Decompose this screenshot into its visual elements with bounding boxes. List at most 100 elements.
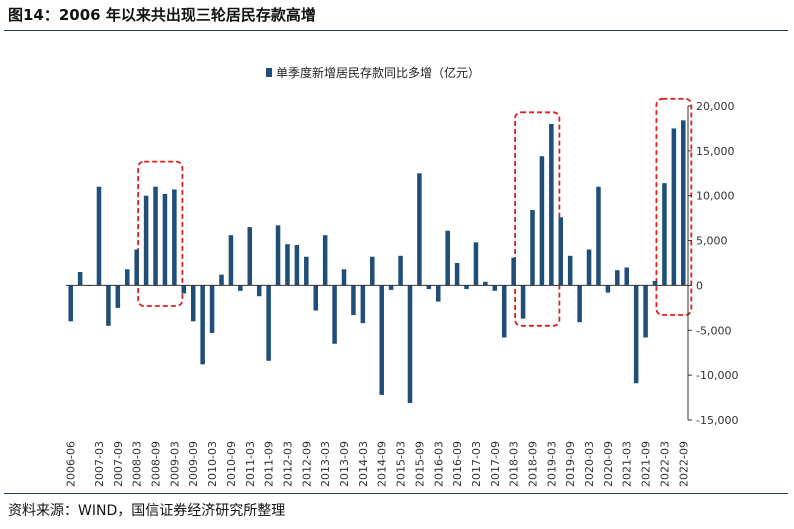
x-tick-label: 2010-09 (225, 441, 238, 487)
y-tick-label: 20,000 (696, 100, 735, 113)
bar-2018-03 (511, 257, 516, 286)
legend: 单季度新增居民存款同比多增（亿元） (266, 65, 480, 80)
x-tick-label: 2012-09 (300, 441, 313, 487)
bar-2020-12 (615, 270, 620, 286)
bar-2009-03 (172, 189, 177, 286)
y-tick-label: -15,000 (696, 414, 738, 427)
y-tick-label: 15,000 (696, 145, 735, 158)
bar-2011-03 (247, 227, 253, 286)
bar-2009-06 (181, 285, 187, 294)
bar-2008-03 (134, 249, 139, 286)
figure-title: 图14：2006 年以来共出现三轮居民存款高增 (8, 6, 316, 24)
legend-swatch (266, 68, 272, 77)
bar-2019-09 (567, 255, 573, 286)
y-tick-label: 5,000 (696, 235, 728, 248)
bars (68, 120, 686, 403)
bar-2013-06 (332, 285, 337, 344)
bar-2017-12 (501, 285, 507, 338)
x-tick-label: 2022-03 (658, 441, 671, 487)
x-tick-label: 2018-03 (508, 441, 521, 487)
bar-2010-09 (228, 235, 234, 286)
bar-2020-06 (596, 186, 601, 286)
bar-2020-09 (605, 285, 611, 293)
x-tick-label: 2010-03 (206, 441, 219, 487)
x-tick-label: 2008-09 (150, 441, 163, 487)
bar-2016-09 (454, 263, 460, 286)
x-axis-ticks: 2006-06 2007-03 2007-09 2008-03 2008-09 2009-… (65, 441, 691, 487)
x-tick-label: 2015-09 (413, 441, 426, 487)
x-tick-label: 2008-03 (131, 441, 144, 487)
x-tick-label: 2019-09 (564, 441, 577, 487)
bar-2020-03 (586, 249, 592, 286)
source-note: 资料来源：WIND，国信证券经济研究所整理 (8, 503, 286, 519)
bar-2007-03 (96, 186, 102, 286)
bar-2016-12 (464, 285, 469, 290)
x-tick-label: 2021-09 (640, 441, 653, 487)
bar-2012-09 (304, 256, 309, 286)
x-tick-label: 2013-03 (319, 441, 332, 487)
x-tick-label: 2016-03 (432, 441, 445, 487)
bar-2014-09 (379, 285, 384, 395)
bar-2021-12 (652, 280, 658, 286)
x-tick-label: 2021-03 (621, 441, 634, 487)
x-tick-label: 2013-09 (338, 441, 351, 487)
bar-2006-09 (77, 271, 83, 286)
x-tick-label: 2012-03 (281, 441, 294, 487)
bar-2019-03 (549, 123, 554, 286)
bar-2008-12 (162, 193, 168, 286)
y-tick-label: 10,000 (696, 190, 735, 203)
bar-2009-12 (200, 285, 205, 365)
title-rule (4, 30, 788, 31)
bar-2006-06 (68, 285, 73, 322)
bar-2022-09 (681, 120, 686, 286)
bar-2015-06 (407, 285, 413, 403)
x-tick-label: 2019-03 (545, 441, 558, 487)
bar-2011-12 (275, 225, 281, 286)
y-tick-label: 0 (696, 279, 703, 292)
bar-2014-03 (360, 285, 366, 324)
y-tick-label: -5,000 (696, 324, 731, 337)
bar-2017-03 (473, 242, 479, 286)
bar-2010-06 (219, 274, 224, 286)
x-tick-label: 2022-09 (677, 441, 690, 487)
bar-2015-09 (417, 173, 422, 286)
bar-2021-06 (633, 285, 639, 384)
x-tick-label: 2015-03 (395, 441, 408, 487)
x-tick-label: 2009-03 (168, 441, 181, 487)
x-tick-label: 2017-03 (470, 441, 483, 487)
legend-label: 单季度新增居民存款同比多增（亿元） (276, 65, 480, 80)
bar-2009-09 (190, 285, 196, 322)
bar-2013-03 (322, 235, 328, 286)
bar-2007-06 (106, 285, 111, 326)
bar-2012-03 (285, 244, 290, 286)
bar-2013-09 (341, 269, 347, 286)
x-tick-label: 2006-06 (65, 441, 78, 487)
bar-2008-06 (143, 195, 149, 286)
bar-2015-12 (426, 285, 432, 290)
source-rule (4, 493, 788, 494)
x-tick-label: 2017-09 (489, 441, 502, 487)
highlight-box-3 (655, 97, 693, 316)
y-axis-ticks: -15,000 -10,000 -5,000 0 5,000 10,000 15,000 20… (688, 100, 738, 427)
x-tick-label: 2014-09 (376, 441, 389, 487)
bar-2007-12 (125, 269, 130, 286)
bar-2010-03 (209, 285, 215, 333)
y-tick-label: -10,000 (696, 369, 738, 382)
bar-2016-06 (445, 230, 450, 286)
x-tick-label: 2011-09 (263, 441, 276, 487)
bar-2018-09 (530, 210, 535, 286)
bar-2017-06 (483, 281, 488, 286)
x-tick-label: 2020-09 (602, 441, 615, 487)
bar-2018-12 (539, 156, 545, 286)
bar-2007-09 (115, 285, 121, 308)
bar-2021-03 (624, 267, 629, 286)
x-tick-label: 2014-03 (357, 441, 370, 487)
x-tick-label: 2009-09 (187, 441, 200, 487)
bar-2021-09 (643, 285, 648, 338)
bar-2008-09 (153, 186, 158, 286)
bar-2014-12 (388, 285, 394, 290)
x-tick-label: 2011-03 (244, 441, 257, 487)
bar-2014-06 (370, 256, 375, 286)
bar-2019-06 (558, 217, 564, 286)
